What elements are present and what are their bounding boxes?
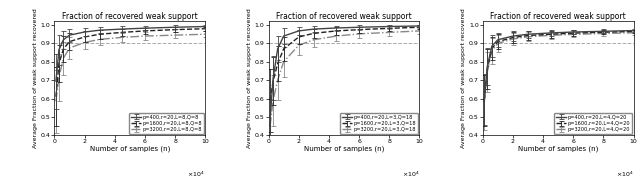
Legend: p=400,r=20,L=4,Q=20, p=1600,r=20,L=4,Q=20, p=3200,r=20,L=4,Q=20: p=400,r=20,L=4,Q=20, p=1600,r=20,L=4,Q=2…	[554, 113, 632, 134]
X-axis label: Number of samples (n): Number of samples (n)	[304, 146, 384, 152]
Legend: p=400,r=20,L=3,Q=18, p=1600,r=20,L=3,Q=18, p=3200,r=20,L=3,Q=18: p=400,r=20,L=3,Q=18, p=1600,r=20,L=3,Q=1…	[340, 113, 418, 134]
Legend: p=400,r=20,L=8,Q=8, p=1600,r=20,L=8,Q=8, p=3200,r=20,L=8,Q=8: p=400,r=20,L=8,Q=8, p=1600,r=20,L=8,Q=8,…	[129, 113, 204, 134]
Title: Fraction of recovered weak support: Fraction of recovered weak support	[276, 12, 412, 21]
X-axis label: Number of samples (n): Number of samples (n)	[90, 146, 170, 152]
X-axis label: Number of samples (n): Number of samples (n)	[518, 146, 598, 152]
Y-axis label: Average Fraction of weak support recovered: Average Fraction of weak support recover…	[461, 8, 466, 148]
Text: $\times10^4$: $\times10^4$	[402, 169, 419, 178]
Title: Fraction of recovered weak support: Fraction of recovered weak support	[490, 12, 626, 21]
Title: Fraction of recovered weak support: Fraction of recovered weak support	[62, 12, 198, 21]
Y-axis label: Average Fraction of weak support recovered: Average Fraction of weak support recover…	[247, 8, 252, 148]
Text: $\times10^4$: $\times10^4$	[616, 169, 634, 178]
Y-axis label: Average Fraction of weak support recovered: Average Fraction of weak support recover…	[33, 8, 38, 148]
Text: $\times10^4$: $\times10^4$	[188, 169, 205, 178]
